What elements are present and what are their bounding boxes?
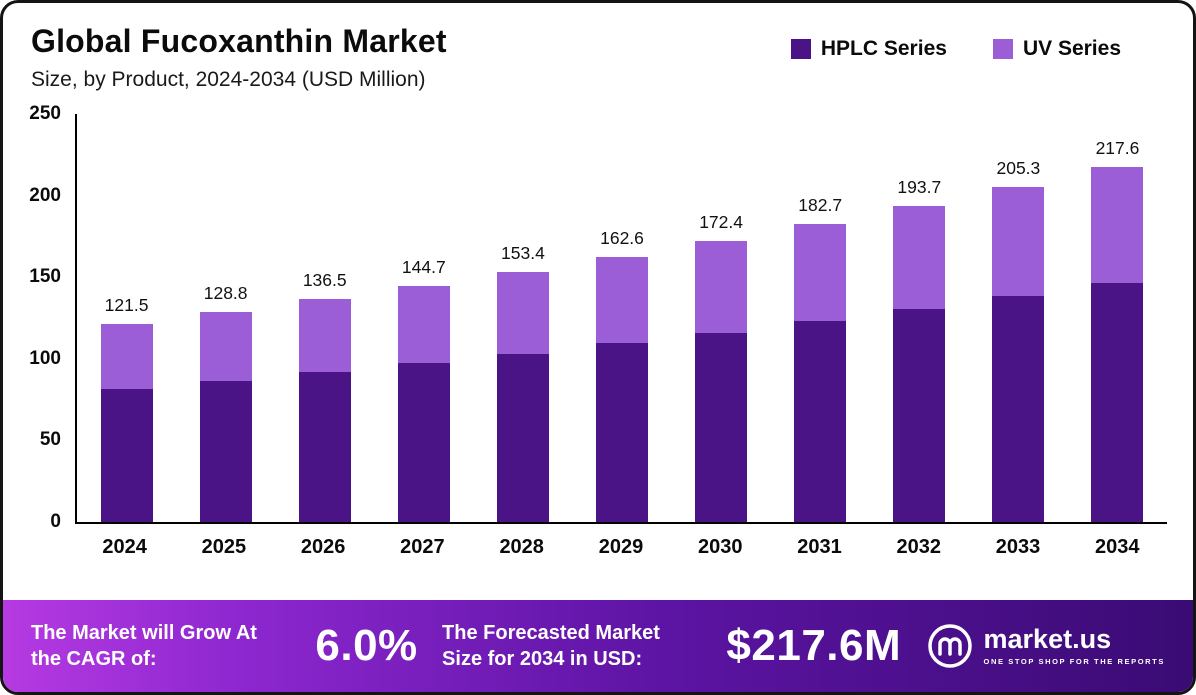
uv-series-segment bbox=[794, 223, 847, 322]
bar-total-label: 217.6 bbox=[1095, 137, 1140, 158]
hplc-series-segment bbox=[695, 332, 748, 522]
x-axis-label: 2032 bbox=[896, 536, 942, 558]
bar-2034 bbox=[1091, 166, 1144, 522]
footer-banner: The Market will Grow At the CAGR of: 6.0… bbox=[3, 600, 1193, 692]
bar-column: 144.7 bbox=[374, 257, 473, 522]
bar-total-label: 128.8 bbox=[203, 282, 248, 303]
hplc-series-segment bbox=[496, 353, 549, 522]
bar-2033 bbox=[992, 186, 1045, 522]
brand-text: market.us ONE STOP SHOP FOR THE REPORTS bbox=[983, 624, 1165, 667]
uv-swatch-icon bbox=[992, 39, 1013, 59]
y-axis-label: 250 bbox=[29, 103, 61, 124]
x-axis-label: 2028 bbox=[499, 536, 544, 558]
bar-2024 bbox=[100, 323, 153, 522]
chart-area: 0 50 100 150 200 250 121.5 128.8 136.5 144.7 153.… bbox=[3, 96, 1193, 532]
bar-2028 bbox=[496, 271, 549, 522]
bar-column: 162.6 bbox=[572, 228, 671, 522]
y-axis-label: 200 bbox=[29, 184, 61, 206]
y-axis: 0 50 100 150 200 250 bbox=[13, 103, 75, 532]
hplc-swatch-icon bbox=[790, 39, 811, 59]
bar-2026 bbox=[298, 299, 351, 522]
bar-column: 121.5 bbox=[77, 295, 176, 522]
bar-column: 193.7 bbox=[870, 177, 969, 522]
bar-2031 bbox=[794, 223, 847, 522]
x-axis-label: 2034 bbox=[1095, 536, 1140, 558]
hplc-series-segment bbox=[893, 309, 946, 522]
y-axis-label: 100 bbox=[29, 347, 61, 369]
y-axis-label: 0 bbox=[50, 511, 61, 532]
page-title: Global Fucoxanthin Market bbox=[31, 23, 447, 59]
cagr-label: The Market will Grow At the CAGR of: bbox=[31, 622, 257, 670]
uv-series-segment bbox=[100, 323, 153, 389]
hplc-series-segment bbox=[992, 296, 1045, 522]
uv-series-segment bbox=[1091, 166, 1144, 283]
bar-column: 128.8 bbox=[176, 283, 275, 522]
x-axis-label: 2026 bbox=[300, 536, 346, 558]
bar-column: 205.3 bbox=[969, 158, 1068, 522]
bars-row: 121.5 128.8 136.5 144.7 153.4 162.6 172.4 182.7… bbox=[75, 114, 1167, 524]
hplc-series-segment bbox=[596, 343, 649, 522]
bar-total-label: 205.3 bbox=[996, 157, 1041, 178]
bar-column: 172.4 bbox=[672, 212, 771, 522]
bar-total-label: 182.7 bbox=[798, 194, 843, 215]
legend-item-hplc: HPLC Series bbox=[790, 37, 947, 61]
x-labels-row: 2024 2025 2026 2027 2028 2029 2030 2031 2032 2033… bbox=[75, 524, 1167, 559]
brand-logo: market.us ONE STOP SHOP FOR THE REPORTS bbox=[926, 622, 1165, 670]
bar-total-label: 162.6 bbox=[600, 227, 644, 248]
uv-series-segment bbox=[893, 205, 946, 310]
x-axis-label: 2027 bbox=[400, 536, 445, 558]
market-us-logo-icon bbox=[927, 624, 972, 668]
uv-series-segment bbox=[496, 271, 549, 354]
title-block: Global Fucoxanthin Market Size, by Produ… bbox=[31, 23, 447, 92]
x-axis-label: 2025 bbox=[201, 536, 247, 558]
hplc-series-segment bbox=[397, 363, 450, 522]
bar-2032 bbox=[893, 205, 946, 522]
hplc-series-segment bbox=[100, 388, 153, 522]
bar-total-label: 193.7 bbox=[897, 176, 942, 197]
y-axis-label: 150 bbox=[29, 266, 61, 288]
brand-tagline: ONE STOP SHOP FOR THE REPORTS bbox=[983, 657, 1165, 666]
chart-header: Global Fucoxanthin Market Size, by Produ… bbox=[3, 3, 1193, 96]
bar-2027 bbox=[397, 285, 450, 522]
y-axis-label: 50 bbox=[39, 429, 61, 451]
bar-total-label: 121.5 bbox=[104, 294, 149, 315]
forecast-value: $217.6M bbox=[726, 621, 902, 670]
bar-total-label: 153.4 bbox=[501, 242, 545, 263]
cagr-value: 6.0% bbox=[315, 621, 418, 670]
hplc-series-segment bbox=[199, 380, 252, 522]
legend-label: HPLC Series bbox=[820, 37, 947, 60]
page-subtitle: Size, by Product, 2024-2034 (USD Million… bbox=[31, 68, 426, 91]
x-axis-label: 2029 bbox=[598, 536, 644, 558]
uv-series-segment bbox=[992, 186, 1045, 297]
bar-2030 bbox=[695, 240, 748, 522]
legend-item-uv: UV Series bbox=[992, 37, 1121, 61]
brand-name: market.us bbox=[983, 624, 1112, 654]
bar-total-label: 144.7 bbox=[401, 256, 446, 277]
uv-series-segment bbox=[695, 240, 748, 333]
x-axis-label: 2031 bbox=[797, 536, 842, 558]
bar-2029 bbox=[596, 256, 649, 522]
uv-series-segment bbox=[199, 311, 252, 381]
x-axis-label: 2033 bbox=[995, 536, 1041, 558]
bar-2025 bbox=[199, 311, 252, 522]
hplc-series-segment bbox=[794, 321, 847, 522]
hplc-series-segment bbox=[298, 372, 351, 522]
hplc-series-segment bbox=[1091, 282, 1144, 522]
uv-series-segment bbox=[298, 299, 351, 373]
legend: HPLC Series UV Series bbox=[790, 37, 1121, 61]
x-axis-label: 2030 bbox=[697, 536, 743, 558]
uv-series-segment bbox=[596, 256, 649, 344]
uv-series-segment bbox=[397, 285, 450, 364]
legend-label: UV Series bbox=[1022, 37, 1121, 60]
bar-column: 217.6 bbox=[1068, 138, 1167, 522]
bar-total-label: 136.5 bbox=[302, 270, 347, 291]
bar-column: 182.7 bbox=[771, 195, 870, 522]
bar-column: 153.4 bbox=[473, 243, 572, 522]
x-axis-label: 2024 bbox=[102, 536, 147, 558]
bar-total-label: 172.4 bbox=[699, 211, 743, 232]
forecast-label: The Forecasted Market Size for 2034 in U… bbox=[442, 622, 660, 670]
bar-column: 136.5 bbox=[275, 270, 374, 522]
